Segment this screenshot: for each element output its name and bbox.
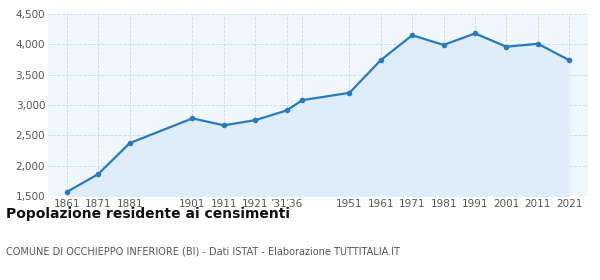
Point (470, 31, 480, 36)
Point (125, 141, 134, 145)
Point (298, 98, 307, 102)
Point (407, 33, 417, 38)
Point (565, 58, 574, 62)
Point (282, 108, 292, 113)
Text: COMUNE DI OCCHIEPPO INFERIORE (BI) - Dati ISTAT - Elaborazione TUTTITALIA.IT: COMUNE DI OCCHIEPPO INFERIORE (BI) - Dat… (6, 246, 400, 256)
Text: Popolazione residente ai censimenti: Popolazione residente ai censimenti (6, 207, 290, 221)
Point (219, 123, 229, 128)
Point (439, 43, 448, 47)
Point (344, 91, 354, 95)
Point (376, 58, 386, 62)
Point (250, 118, 260, 122)
Point (533, 41, 542, 46)
Point (502, 45, 511, 49)
Point (94, 172, 103, 176)
Point (62, 190, 71, 194)
Point (188, 116, 197, 121)
